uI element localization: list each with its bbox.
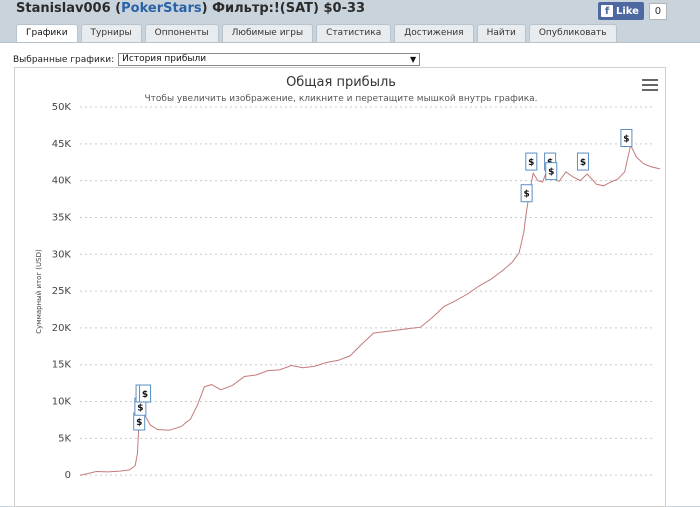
- page-title: Stanislav006 (PokerStars) Фильтр:!(SAT) …: [16, 1, 365, 16]
- chart-title: Общая прибыль: [286, 75, 396, 90]
- cashout-marker[interactable]: $: [139, 384, 152, 403]
- y-tick-label: 45K: [52, 139, 72, 150]
- like-count: 0: [648, 2, 667, 20]
- cashout-marker[interactable]: $: [576, 152, 589, 171]
- marker-label: $: [523, 190, 529, 200]
- marker-label: $: [142, 390, 148, 400]
- chart-canvas[interactable]: -5K05K10K15K20K25K30K35K40K45K50K0k5k10k…: [15, 68, 666, 507]
- graph-select-dropdown[interactable]: История прибыли ▼: [118, 53, 421, 66]
- facebook-like-widget: f Like 0: [598, 2, 667, 20]
- chart-subtitle: Чтобы увеличить изображение, кликните и …: [144, 94, 538, 104]
- y-tick-label: 15K: [52, 360, 72, 371]
- cashout-marker[interactable]: $: [620, 129, 633, 147]
- content-panel: Выбранные графики: История прибыли ▼ -5K…: [0, 42, 700, 507]
- site-link[interactable]: PokerStars: [121, 1, 202, 16]
- cashout-marker[interactable]: $: [545, 162, 558, 181]
- y-tick-label: 25K: [52, 286, 72, 297]
- tab-favorite-games[interactable]: Любимые игры: [221, 24, 314, 42]
- tab-tournaments[interactable]: Турниры: [80, 24, 142, 42]
- like-label: Like: [616, 5, 639, 17]
- graph-select-row: Выбранные графики: История прибыли ▼: [13, 53, 421, 66]
- marker-flag: [520, 184, 533, 203]
- y-tick-label: 40K: [52, 176, 72, 187]
- y-tick-label: 5K: [58, 433, 71, 444]
- marker-flag: [525, 152, 538, 171]
- y-tick-label: 35K: [52, 212, 72, 223]
- graph-select-value: История прибыли: [122, 54, 207, 64]
- title-paren: (: [115, 1, 122, 16]
- graph-select-label: Выбранные графики:: [13, 54, 115, 65]
- marker-label: $: [623, 135, 629, 145]
- marker-flag: [545, 162, 558, 181]
- player-name: Stanislav006: [16, 1, 111, 16]
- filter-text: ) Фильтр:!(SAT) $0-33: [201, 1, 366, 16]
- facebook-like-button[interactable]: f Like: [598, 2, 644, 20]
- y-tick-label: 10K: [52, 397, 72, 408]
- marker-label: $: [137, 403, 143, 413]
- marker-flag: [139, 384, 152, 403]
- marker-label: $: [548, 168, 554, 178]
- facebook-icon: f: [601, 5, 613, 17]
- marker-label: $: [136, 418, 142, 428]
- marker-label: $: [580, 158, 586, 168]
- tab-publish[interactable]: Опубликовать: [528, 24, 617, 42]
- tab-graphs[interactable]: Графики: [16, 24, 78, 43]
- profit-chart[interactable]: -5K05K10K15K20K25K30K35K40K45K50K0k5k10k…: [14, 67, 666, 507]
- y-tick-label: 30K: [52, 249, 72, 260]
- tab-statistics[interactable]: Статистика: [316, 24, 392, 42]
- profit-series-line: [79, 143, 661, 476]
- dropdown-arrow-icon: ▼: [410, 55, 417, 64]
- y-tick-label: 50K: [52, 102, 72, 113]
- y-axis-label: Суммарный итог (USD): [35, 249, 43, 334]
- marker-label: $: [528, 158, 534, 168]
- tab-bar: Графики Турниры Оппоненты Любимые игры С…: [16, 24, 617, 43]
- cashout-marker[interactable]: $: [520, 184, 533, 203]
- y-tick-label: 0: [65, 470, 71, 481]
- y-tick-label: 20K: [52, 323, 72, 334]
- tab-find[interactable]: Найти: [476, 24, 526, 42]
- marker-flag: [620, 129, 633, 147]
- tab-achievements[interactable]: Достижения: [394, 24, 474, 42]
- marker-flag: [576, 152, 589, 171]
- tab-opponents[interactable]: Оппоненты: [144, 24, 219, 42]
- header-bar: Stanislav006 (PokerStars) Фильтр:!(SAT) …: [0, 0, 700, 22]
- chart-menu-icon[interactable]: [642, 79, 658, 91]
- cashout-marker[interactable]: $: [525, 152, 538, 171]
